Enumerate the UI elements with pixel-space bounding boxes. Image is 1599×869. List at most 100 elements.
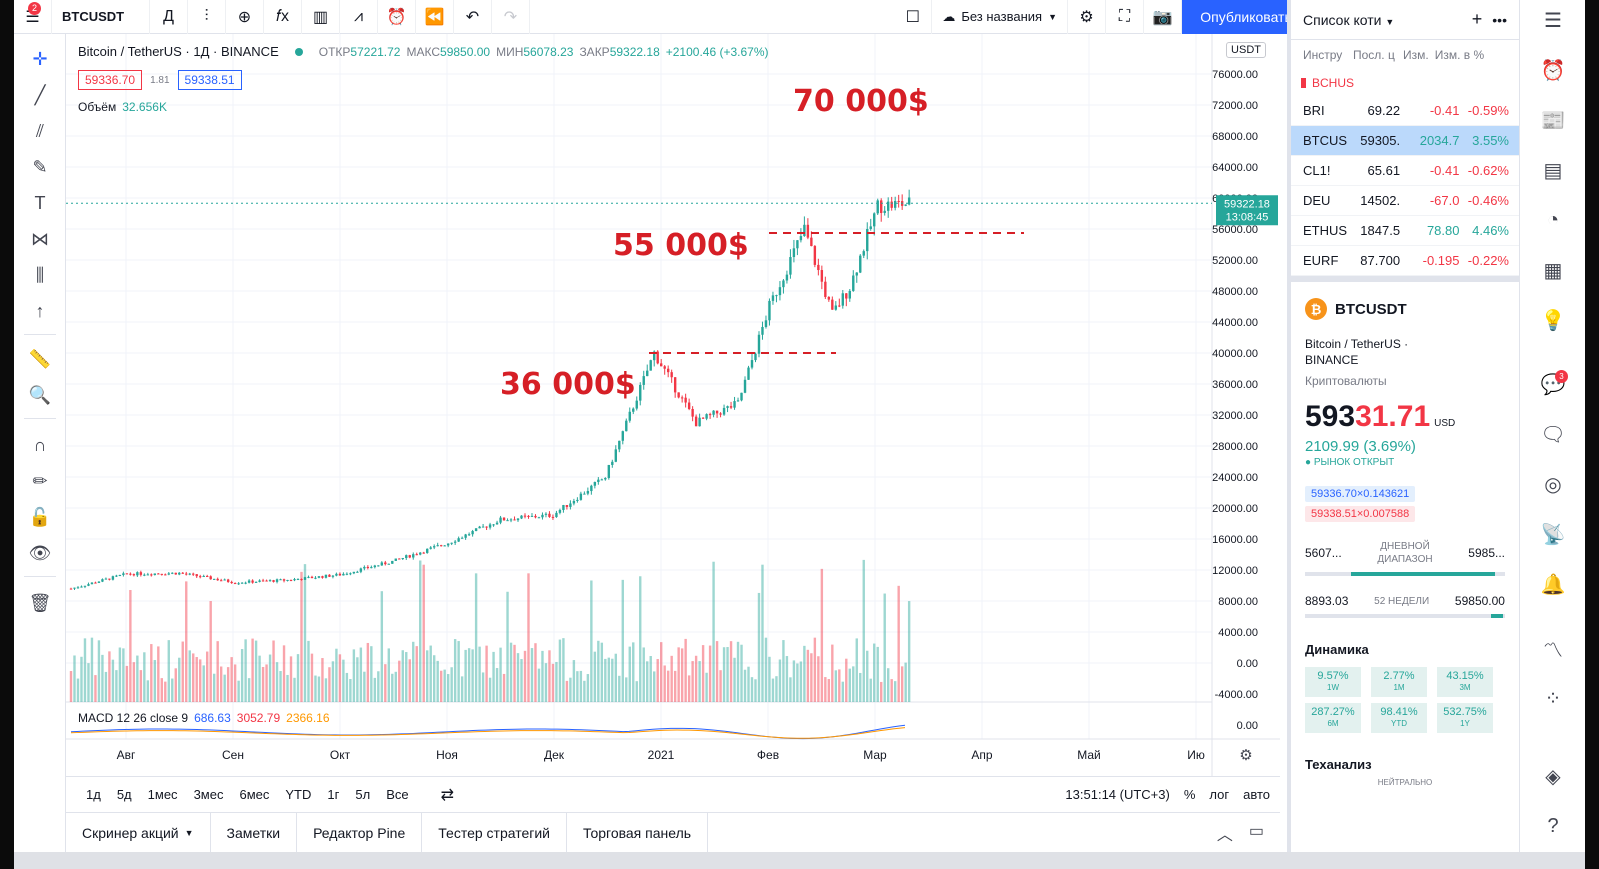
trash-icon[interactable]: 🗑 — [28, 592, 52, 613]
maximize-panel-icon[interactable]: ▭ — [1248, 822, 1264, 840]
go-to-date-icon[interactable]: ⇄ — [440, 786, 454, 804]
calendar-icon[interactable]: ▦ — [1543, 259, 1563, 282]
watchlist-title[interactable]: Список коти ▼ — [1303, 11, 1395, 28]
prediction-icon[interactable]: ⫼ — [35, 264, 45, 285]
chevron-up-icon[interactable]: ︿ — [1216, 826, 1233, 844]
more-icon[interactable]: ••• — [1492, 11, 1507, 28]
dots-grid-icon[interactable]: ⁘ — [1544, 687, 1562, 710]
candle-body — [656, 351, 659, 364]
plus-icon[interactable]: + — [1471, 9, 1483, 29]
alarm-clock-icon[interactable]: ⏰ — [1540, 59, 1566, 82]
watchlist-row[interactable]: ETHUS 1847.5 78.80 4.46% — [1291, 216, 1519, 246]
layout-select-icon[interactable]: ☐ — [894, 0, 933, 34]
performance-cell[interactable]: 2.77% 1M — [1371, 667, 1427, 697]
data-window-icon[interactable]: ▤ — [1543, 159, 1563, 182]
magnet-icon[interactable]: ∩ — [33, 434, 47, 455]
camera-icon[interactable]: 📷 — [1144, 0, 1182, 34]
fx-icon[interactable]: 𝑓x — [264, 0, 302, 34]
range-button[interactable]: 1д — [86, 787, 101, 802]
gear-icon[interactable]: ⚙ — [1068, 0, 1106, 34]
interval-button[interactable]: Д — [150, 0, 188, 34]
main-menu-button[interactable]: ☰ 2 — [14, 0, 52, 34]
performance-cell[interactable]: 43.15% 3M — [1437, 667, 1493, 697]
range-button[interactable]: Все — [386, 787, 409, 802]
candle-body — [317, 576, 321, 578]
trend-line-icon[interactable]: ╱ — [34, 84, 46, 105]
lock-icon[interactable]: 🔓 — [28, 506, 52, 527]
tab-notes[interactable]: Заметки — [211, 812, 298, 853]
timer-icon[interactable]: ◔ — [1546, 208, 1560, 231]
sell-button[interactable]: 59336.70 — [78, 70, 143, 90]
watchlist-icon[interactable]: ☰ — [1544, 9, 1562, 32]
buy-button[interactable]: 59338.51 — [177, 70, 242, 90]
news-icon[interactable]: 📰 — [1540, 109, 1566, 132]
performance-cell[interactable]: 532.75% 1Y — [1437, 703, 1493, 733]
streams-icon[interactable]: 📡 — [1540, 523, 1566, 546]
range-button[interactable]: 1г — [327, 787, 340, 802]
chart-pane[interactable]: 76000.0072000.0068000.0064000.0060000.00… — [66, 34, 1280, 776]
bell-icon[interactable]: 🔔 — [1540, 573, 1566, 596]
tab-screener[interactable]: Скринер акций ▼ — [66, 812, 211, 853]
range-button[interactable]: 3мес — [193, 787, 224, 802]
watchlist-row[interactable]: BRI 69.22 -0.41 -0.59% — [1291, 96, 1519, 126]
chart-trend-icon[interactable]: 〽 — [1543, 639, 1563, 662]
templates-icon[interactable]: ⩘ — [340, 0, 378, 34]
candle-body — [443, 545, 446, 547]
watchlist-section[interactable]: BCHUS — [1291, 70, 1519, 96]
fullscreen-icon[interactable]: ⛶ — [1106, 0, 1144, 34]
watchlist-last: 65.61 — [1367, 163, 1401, 178]
layout-name-button[interactable]: ☁ Без названия ▼ — [932, 0, 1068, 34]
watchlist-row[interactable]: DEU 14502. -67.0 -0.46% — [1291, 186, 1519, 216]
brush-icon[interactable]: ✎ — [32, 156, 48, 177]
chat-icon[interactable]: 🗨 — [1540, 423, 1566, 446]
watchlist-row[interactable]: EURF 87.700 -0.195 -0.22% — [1291, 246, 1519, 276]
log-toggle[interactable]: лог — [1209, 787, 1230, 802]
price-chart[interactable]: 76000.0072000.0068000.0064000.0060000.00… — [66, 34, 1280, 776]
auto-toggle[interactable]: авто — [1243, 787, 1270, 802]
crosshair-icon[interactable]: ✛ — [32, 48, 48, 69]
alert-icon[interactable]: ⏰ — [378, 0, 416, 34]
eye-icon[interactable]: 👁 — [28, 542, 52, 563]
watchlist-row[interactable]: CL1! 65.61 -0.41 -0.62% — [1291, 156, 1519, 186]
range-button[interactable]: 5д — [116, 787, 132, 802]
layers-icon[interactable]: ◈ — [1545, 765, 1561, 788]
volume-bar — [436, 660, 439, 702]
tab-pine-editor[interactable]: Редактор Pine — [297, 812, 423, 853]
range-button[interactable]: YTD — [285, 787, 312, 802]
help-icon[interactable]: ? — [1547, 814, 1559, 837]
price-tick-label: 68000.00 — [1212, 131, 1258, 143]
performance-cell[interactable]: 9.57% 1W — [1305, 667, 1361, 697]
performance-cell[interactable]: 287.27% 6M — [1305, 703, 1361, 733]
fib-icon[interactable]: ⫽ — [35, 120, 45, 141]
ideas-stream-icon[interactable]: ◎ — [1544, 473, 1562, 496]
chats-icon[interactable]: 💬 3 — [1520, 366, 1586, 402]
lightbulb-icon[interactable]: 💡 — [1540, 309, 1566, 332]
bars-icon[interactable]: ▥ — [302, 0, 340, 34]
range-button[interactable]: 6мес — [239, 787, 270, 802]
tab-trading-panel[interactable]: Торговая панель — [567, 812, 709, 853]
range-button[interactable]: 5л — [355, 787, 371, 802]
replay-icon[interactable]: ⏪ — [416, 0, 454, 34]
zoom-in-icon[interactable]: 🔍 — [28, 384, 52, 405]
candles-icon[interactable]: ⫶ — [188, 0, 226, 34]
details-symbol[interactable]: BTCUSDT — [1335, 300, 1407, 318]
performance-cell[interactable]: 98.41% YTD — [1371, 703, 1427, 733]
stay-drawing-icon[interactable]: ✏ — [32, 470, 48, 491]
symbol-search-button[interactable]: BTCUSDT — [52, 0, 150, 34]
ruler-icon[interactable]: 📏 — [28, 348, 52, 369]
axis-settings-icon[interactable]: ⚙ — [1239, 747, 1252, 764]
text-icon[interactable]: T — [34, 192, 46, 213]
arrow-up-icon[interactable]: ↑ — [35, 300, 45, 321]
watchlist-row[interactable]: BTCUS 59305. 2034.7 3.55% — [1291, 126, 1519, 156]
clock-time[interactable]: 13:51:14 (UTC+3) — [1065, 787, 1170, 802]
candle-body — [694, 416, 698, 427]
undo-icon[interactable]: ↶ — [454, 0, 492, 34]
currency-tag[interactable]: USDT — [1226, 42, 1266, 58]
range-button[interactable]: 1мес — [147, 787, 178, 802]
redo-icon[interactable]: ↷ — [492, 0, 530, 34]
percent-toggle[interactable]: % — [1183, 787, 1196, 802]
tab-strategy-tester[interactable]: Тестер стратегий — [422, 812, 567, 853]
add-indicator-icon[interactable]: ⊕ — [226, 0, 264, 34]
pattern-icon[interactable]: ⋈ — [31, 228, 49, 249]
candle-body — [799, 236, 803, 241]
